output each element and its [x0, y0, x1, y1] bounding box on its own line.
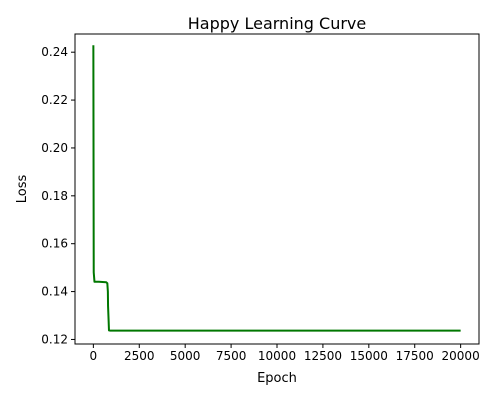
x-tick-label: 17500 — [396, 349, 434, 363]
plot-frame — [74, 33, 480, 345]
y-tick-label: 0.24 — [41, 45, 68, 59]
chart-title: Happy Learning Curve — [188, 14, 366, 33]
y-tick-label: 0.18 — [41, 189, 68, 203]
y-tick-label: 0.22 — [41, 93, 68, 107]
y-tick-label: 0.20 — [41, 141, 68, 155]
y-axis: 0.12 0.14 0.16 0.18 0.20 0.22 0.24 — [41, 45, 75, 346]
y-tick-label: 0.14 — [41, 285, 68, 299]
series-line-0 — [92, 45, 461, 332]
x-tick-label: 10000 — [258, 349, 296, 363]
x-tick-label: 20000 — [442, 349, 480, 363]
y-tick-label: 0.12 — [41, 332, 68, 346]
x-tick-label: 12500 — [304, 349, 342, 363]
y-axis-label: Loss — [15, 175, 30, 204]
x-tick-label: 15000 — [350, 349, 388, 363]
x-tick-label: 0 — [90, 349, 98, 363]
plot-series — [92, 45, 461, 332]
x-tick-label: 7500 — [216, 349, 247, 363]
x-tick-label: 2500 — [124, 349, 155, 363]
x-axis: 0 2500 5000 7500 10000 12500 15000 17500 20000 — [90, 344, 480, 363]
y-tick-label: 0.16 — [41, 237, 68, 251]
x-tick-label: 5000 — [170, 349, 201, 363]
x-axis-label: Epoch — [257, 371, 297, 386]
